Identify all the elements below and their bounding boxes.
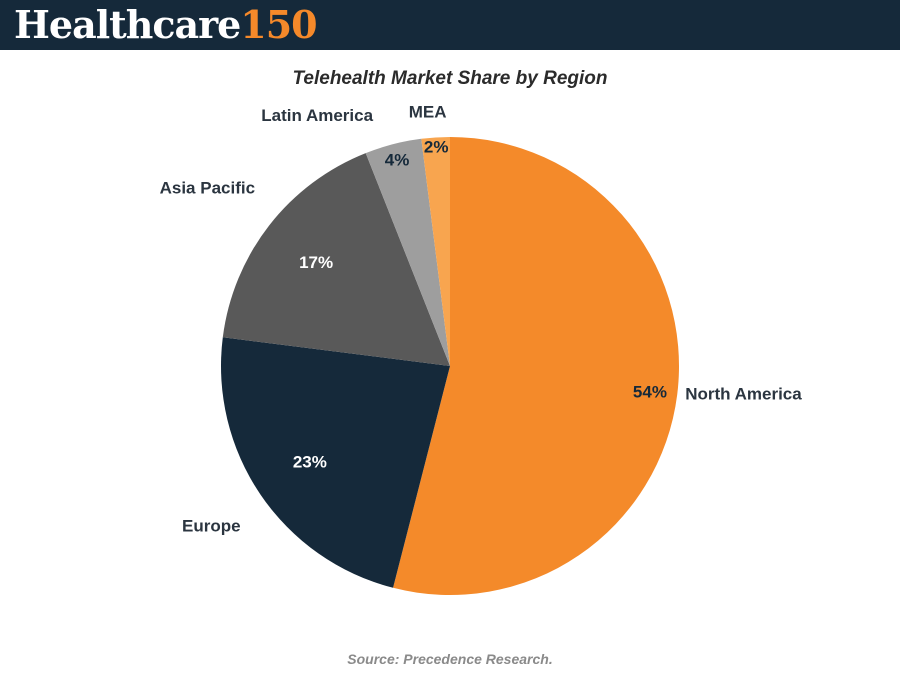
category-label-mea: MEA: [409, 102, 447, 121]
slice-north-america: [393, 137, 680, 595]
logo-number: 150: [240, 2, 317, 47]
percent-label-latin-america: 4%: [385, 151, 410, 170]
source-note: Source: Precedence Research.: [347, 651, 553, 667]
category-label-europe: Europe: [182, 517, 241, 536]
slice-mea: [421, 137, 450, 366]
percent-label-asia-pacific: 17%: [299, 253, 333, 272]
percent-label-europe: 23%: [293, 452, 327, 471]
category-label-north-america: North America: [685, 385, 802, 404]
category-label-latin-america: Latin America: [261, 106, 373, 125]
category-label-asia-pacific: Asia Pacific: [160, 179, 255, 198]
slice-asia-pacific: [222, 153, 450, 366]
logo-word: Healthcare: [14, 2, 241, 47]
header-bar: Healthcare150: [0, 0, 900, 50]
healthcare150-logo: Healthcare150: [14, 2, 318, 48]
percent-label-north-america: 54%: [633, 382, 667, 401]
slice-latin-america: [365, 138, 450, 366]
slice-europe: [221, 337, 450, 588]
percent-label-mea: 2%: [424, 138, 449, 157]
chart-title: Telehealth Market Share by Region: [292, 68, 608, 89]
